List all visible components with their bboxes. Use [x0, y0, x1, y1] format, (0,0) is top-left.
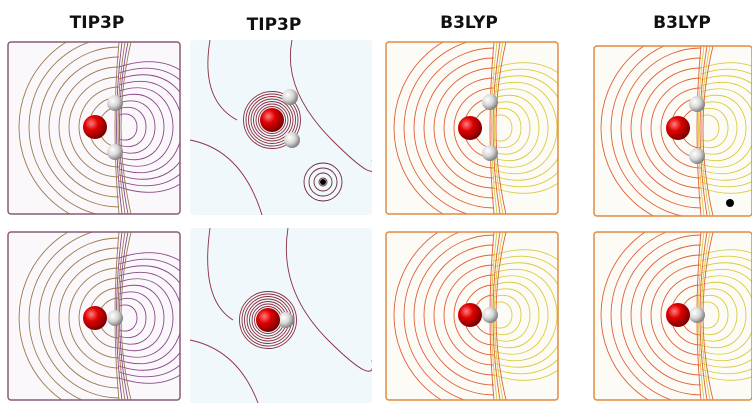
oxygen-atom: [666, 303, 690, 327]
contour-panel: [190, 228, 373, 403]
ion: [320, 179, 326, 185]
contour-panel: [594, 28, 752, 228]
figure: TIP3P TIP3P B3LYP B3LYP: [0, 0, 752, 403]
column-title: TIP3P: [70, 13, 125, 33]
contour-panel: [594, 215, 752, 403]
contour-panel: [8, 218, 209, 403]
oxygen-atom: [458, 116, 482, 140]
ion: [726, 199, 734, 207]
hydrogen-atom: [689, 96, 705, 112]
oxygen-atom: [83, 115, 107, 139]
hydrogen-atom: [482, 94, 498, 110]
oxygen-atom: [666, 116, 690, 140]
oxygen-atom: [458, 303, 482, 327]
hydrogen-atom: [107, 95, 123, 111]
hydrogen-atom: [482, 145, 498, 161]
hydrogen-atom: [107, 144, 123, 160]
contour-panel: [8, 27, 209, 227]
oxygen-atom: [256, 308, 280, 332]
hydrogen-atom: [482, 307, 498, 323]
contour-panel: [190, 40, 374, 215]
oxygen-atom: [83, 306, 107, 330]
oxygen-atom: [260, 108, 284, 132]
hydrogen-atom: [284, 132, 300, 148]
contour-panel: [386, 215, 584, 403]
hydrogen-atom: [689, 307, 705, 323]
hydrogen-atom: [107, 310, 123, 326]
hydrogen-atom: [282, 89, 298, 105]
column-title: TIP3P: [247, 15, 302, 35]
hydrogen-atom: [278, 312, 294, 328]
hydrogen-atom: [689, 148, 705, 164]
panels: [8, 27, 752, 403]
column-title: B3LYP: [653, 13, 711, 33]
column-title: B3LYP: [440, 13, 498, 33]
contour-panel: [386, 28, 584, 228]
